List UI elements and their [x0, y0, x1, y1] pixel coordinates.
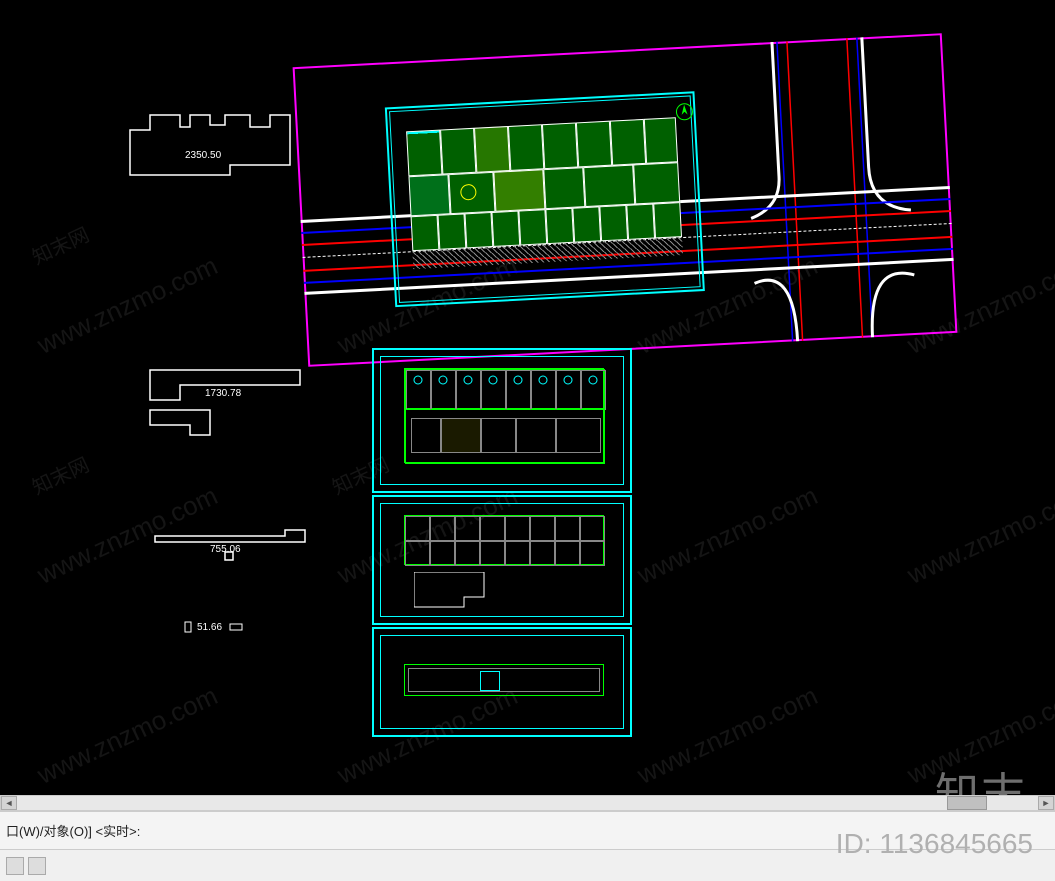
scroll-track[interactable]	[17, 796, 1038, 810]
north-arrow-icon	[675, 102, 694, 121]
status-btn-1[interactable]	[6, 857, 24, 875]
scroll-left-button[interactable]: ◄	[1, 796, 17, 810]
plan-2-extra-block	[414, 572, 534, 612]
watermark-text: www.znzmo.com	[33, 680, 223, 791]
outline-3-label: 755.06	[210, 544, 241, 555]
outline-4: 51.66	[185, 620, 245, 635]
watermark-text: www.znzmo.com	[903, 480, 1055, 591]
road-intersection	[772, 37, 878, 341]
outline-2: 1730.78	[150, 370, 300, 440]
scroll-thumb[interactable]	[947, 796, 987, 810]
watermark-text: www.znzmo.com	[633, 680, 823, 791]
watermark-cn: 知末网	[27, 449, 94, 501]
site-floor-plan	[406, 117, 682, 251]
plan-frame-3	[372, 627, 632, 737]
plan-frame-1	[372, 348, 632, 493]
outline-1: 2350.50	[130, 115, 290, 195]
outline-2-label: 1730.78	[205, 388, 241, 399]
scroll-right-button[interactable]: ►	[1038, 796, 1054, 810]
cad-model-viewport[interactable]: www.znzmo.com www.znzmo.com www.znzmo.com w…	[0, 0, 1055, 795]
outline-3: 755.06	[155, 530, 305, 560]
horizontal-scrollbar[interactable]: ◄ ►	[0, 795, 1055, 811]
asset-id-label: ID: 1136845665	[836, 828, 1033, 860]
status-btn-2[interactable]	[28, 857, 46, 875]
site-plan	[293, 33, 958, 367]
plan-3-body	[404, 664, 604, 696]
outline-4-label: 51.66	[197, 622, 222, 633]
watermark-cn: 知末网	[27, 219, 94, 271]
stacked-plans	[372, 348, 632, 748]
outline-1-label: 2350.50	[185, 150, 221, 161]
plan-frame-2	[372, 495, 632, 625]
watermark-text: www.znzmo.com	[633, 480, 823, 591]
watermark-text: www.znzmo.com	[33, 250, 223, 361]
